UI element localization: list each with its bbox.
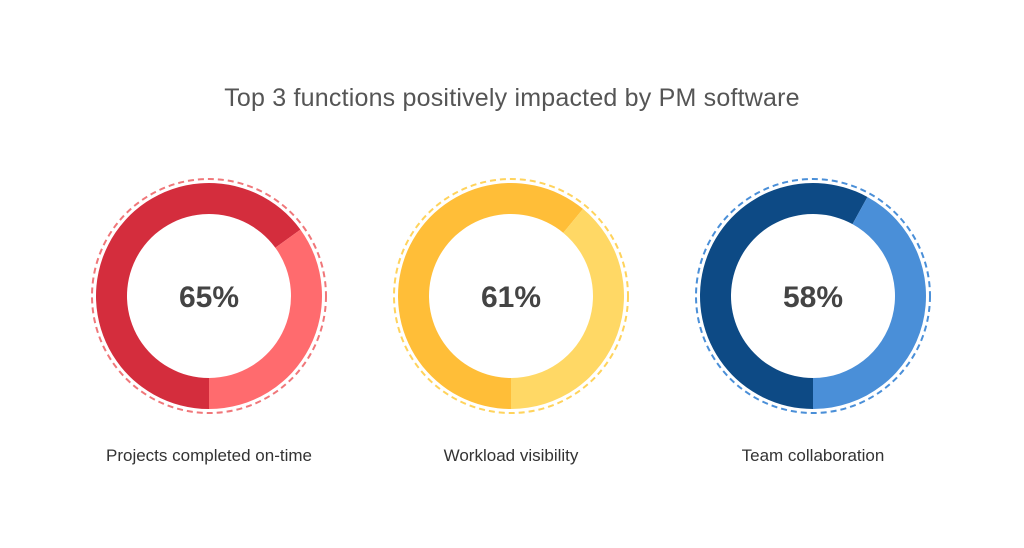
category-label: Team collaboration: [742, 446, 885, 465]
category-label: Projects completed on-time: [106, 446, 312, 465]
category-label: Workload visibility: [444, 446, 579, 465]
percentage-label: 65%: [179, 281, 239, 314]
dashed-ring: [393, 178, 629, 414]
value-segment: [700, 182, 868, 409]
remainder-segment: [511, 208, 624, 409]
value-segment: [397, 182, 584, 409]
remainder-segment: [813, 196, 926, 409]
value-segment: [95, 182, 301, 410]
chart-title: Top 3 functions positively impacted by P…: [224, 84, 800, 112]
donut-1: 65% Projects completed on-time: [91, 178, 327, 465]
donut-2: 61% Workload visibility: [393, 178, 629, 465]
percentage-label: 58%: [783, 281, 843, 314]
remainder-segment: [209, 229, 322, 409]
donut-3: 58% Team collaboration: [695, 178, 931, 465]
dashed-ring: [91, 178, 327, 414]
percentage-label: 61%: [481, 281, 541, 314]
dashed-ring: [695, 178, 931, 414]
